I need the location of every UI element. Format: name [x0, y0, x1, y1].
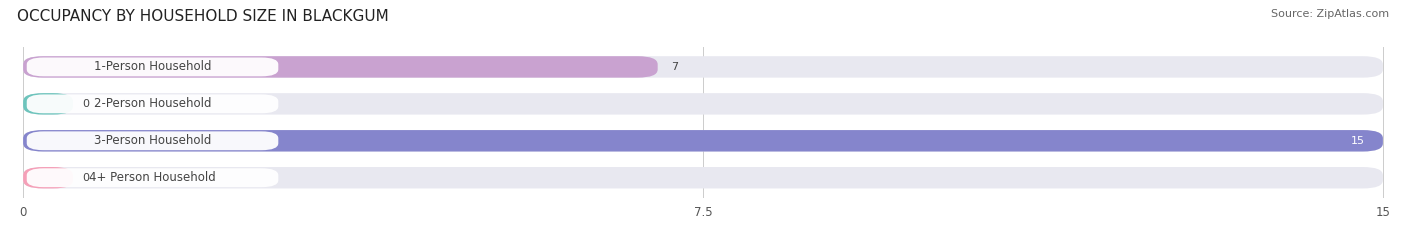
FancyBboxPatch shape: [22, 167, 1384, 188]
FancyBboxPatch shape: [27, 168, 278, 187]
Text: 2-Person Household: 2-Person Household: [94, 97, 211, 110]
Text: 0: 0: [82, 99, 89, 109]
FancyBboxPatch shape: [22, 56, 1384, 78]
Text: 1-Person Household: 1-Person Household: [94, 60, 211, 73]
Text: 15: 15: [1351, 136, 1365, 146]
Text: 3-Person Household: 3-Person Household: [94, 134, 211, 147]
FancyBboxPatch shape: [22, 93, 1384, 115]
Text: 7: 7: [671, 62, 679, 72]
FancyBboxPatch shape: [22, 167, 73, 188]
FancyBboxPatch shape: [22, 130, 1384, 151]
FancyBboxPatch shape: [27, 58, 278, 76]
Text: Source: ZipAtlas.com: Source: ZipAtlas.com: [1271, 9, 1389, 19]
FancyBboxPatch shape: [22, 93, 73, 115]
FancyBboxPatch shape: [22, 56, 658, 78]
FancyBboxPatch shape: [27, 131, 278, 150]
Text: 4+ Person Household: 4+ Person Household: [89, 171, 217, 184]
Text: OCCUPANCY BY HOUSEHOLD SIZE IN BLACKGUM: OCCUPANCY BY HOUSEHOLD SIZE IN BLACKGUM: [17, 9, 388, 24]
FancyBboxPatch shape: [22, 130, 1384, 151]
FancyBboxPatch shape: [27, 94, 278, 113]
Text: 0: 0: [82, 173, 89, 183]
